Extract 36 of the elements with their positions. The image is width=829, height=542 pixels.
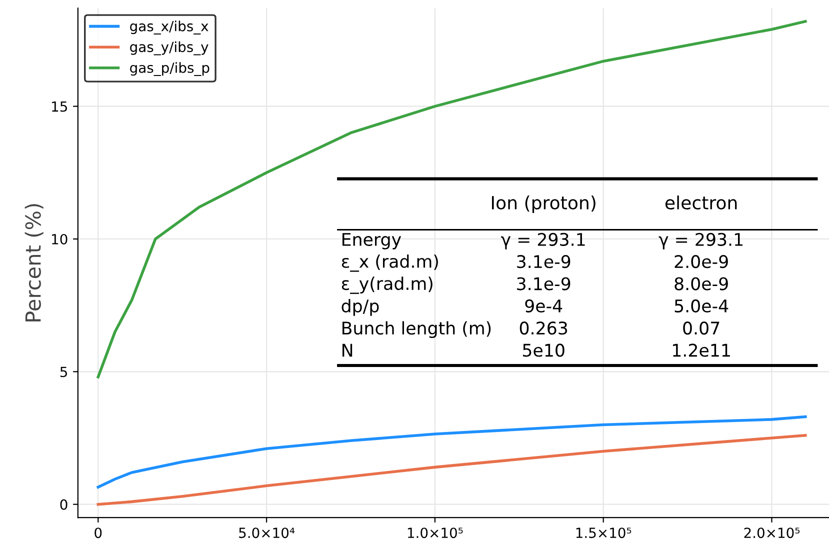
annotation: 2.0e-9: [674, 255, 728, 268]
annotation: ε_x (rad.m): [342, 254, 438, 272]
annotation: Bunch length (m): [342, 321, 491, 338]
y-tick-label: 0: [60, 499, 68, 510]
x-tick-label: 1.5×10⁵: [576, 528, 632, 538]
annotation: N: [342, 344, 352, 357]
annotation: 5.0e-4: [674, 299, 728, 312]
annotation: electron: [665, 196, 737, 210]
annotation: 9e-4: [525, 299, 562, 312]
y-tick-label: 5: [60, 366, 67, 378]
annotation: γ = 293.1: [658, 232, 742, 250]
annotation: 0.07: [683, 322, 720, 335]
line-series: [96, 20, 807, 378]
x-tick-label: 2.0×10⁵: [744, 528, 800, 538]
line-series: [96, 434, 807, 506]
annotation: 0.263: [520, 322, 568, 335]
y-axis-title: Percent (%): [24, 204, 44, 322]
legend-label: gas_x/ibs_x: [130, 20, 208, 34]
annotation: dp/p: [342, 299, 379, 316]
annotation: ε_y(rad.m): [342, 276, 432, 294]
annotation: 8.0e-9: [674, 277, 728, 290]
annotation: 5e10: [523, 344, 564, 357]
annotation: 1.2e11: [673, 344, 730, 357]
annotation: 3.1e-9: [517, 255, 570, 268]
annotation: 3.1e-9: [517, 277, 570, 290]
annotation: Energy: [342, 233, 402, 250]
x-tick-label: 5.0×10⁴: [239, 528, 295, 538]
legend-label: gas_p/ibs_p: [130, 62, 210, 76]
annotation: γ = 293.1: [501, 232, 585, 250]
legend-label: gas_y/ibs_y: [130, 41, 208, 56]
x-tick-label: 1.0×10⁵: [408, 528, 463, 538]
annotation: Ion (proton): [492, 196, 596, 214]
y-tick-label: 10: [52, 234, 68, 244]
y-tick-label: 15: [52, 101, 67, 112]
line-series: [96, 415, 807, 488]
x-tick-label: 0: [94, 528, 102, 538]
